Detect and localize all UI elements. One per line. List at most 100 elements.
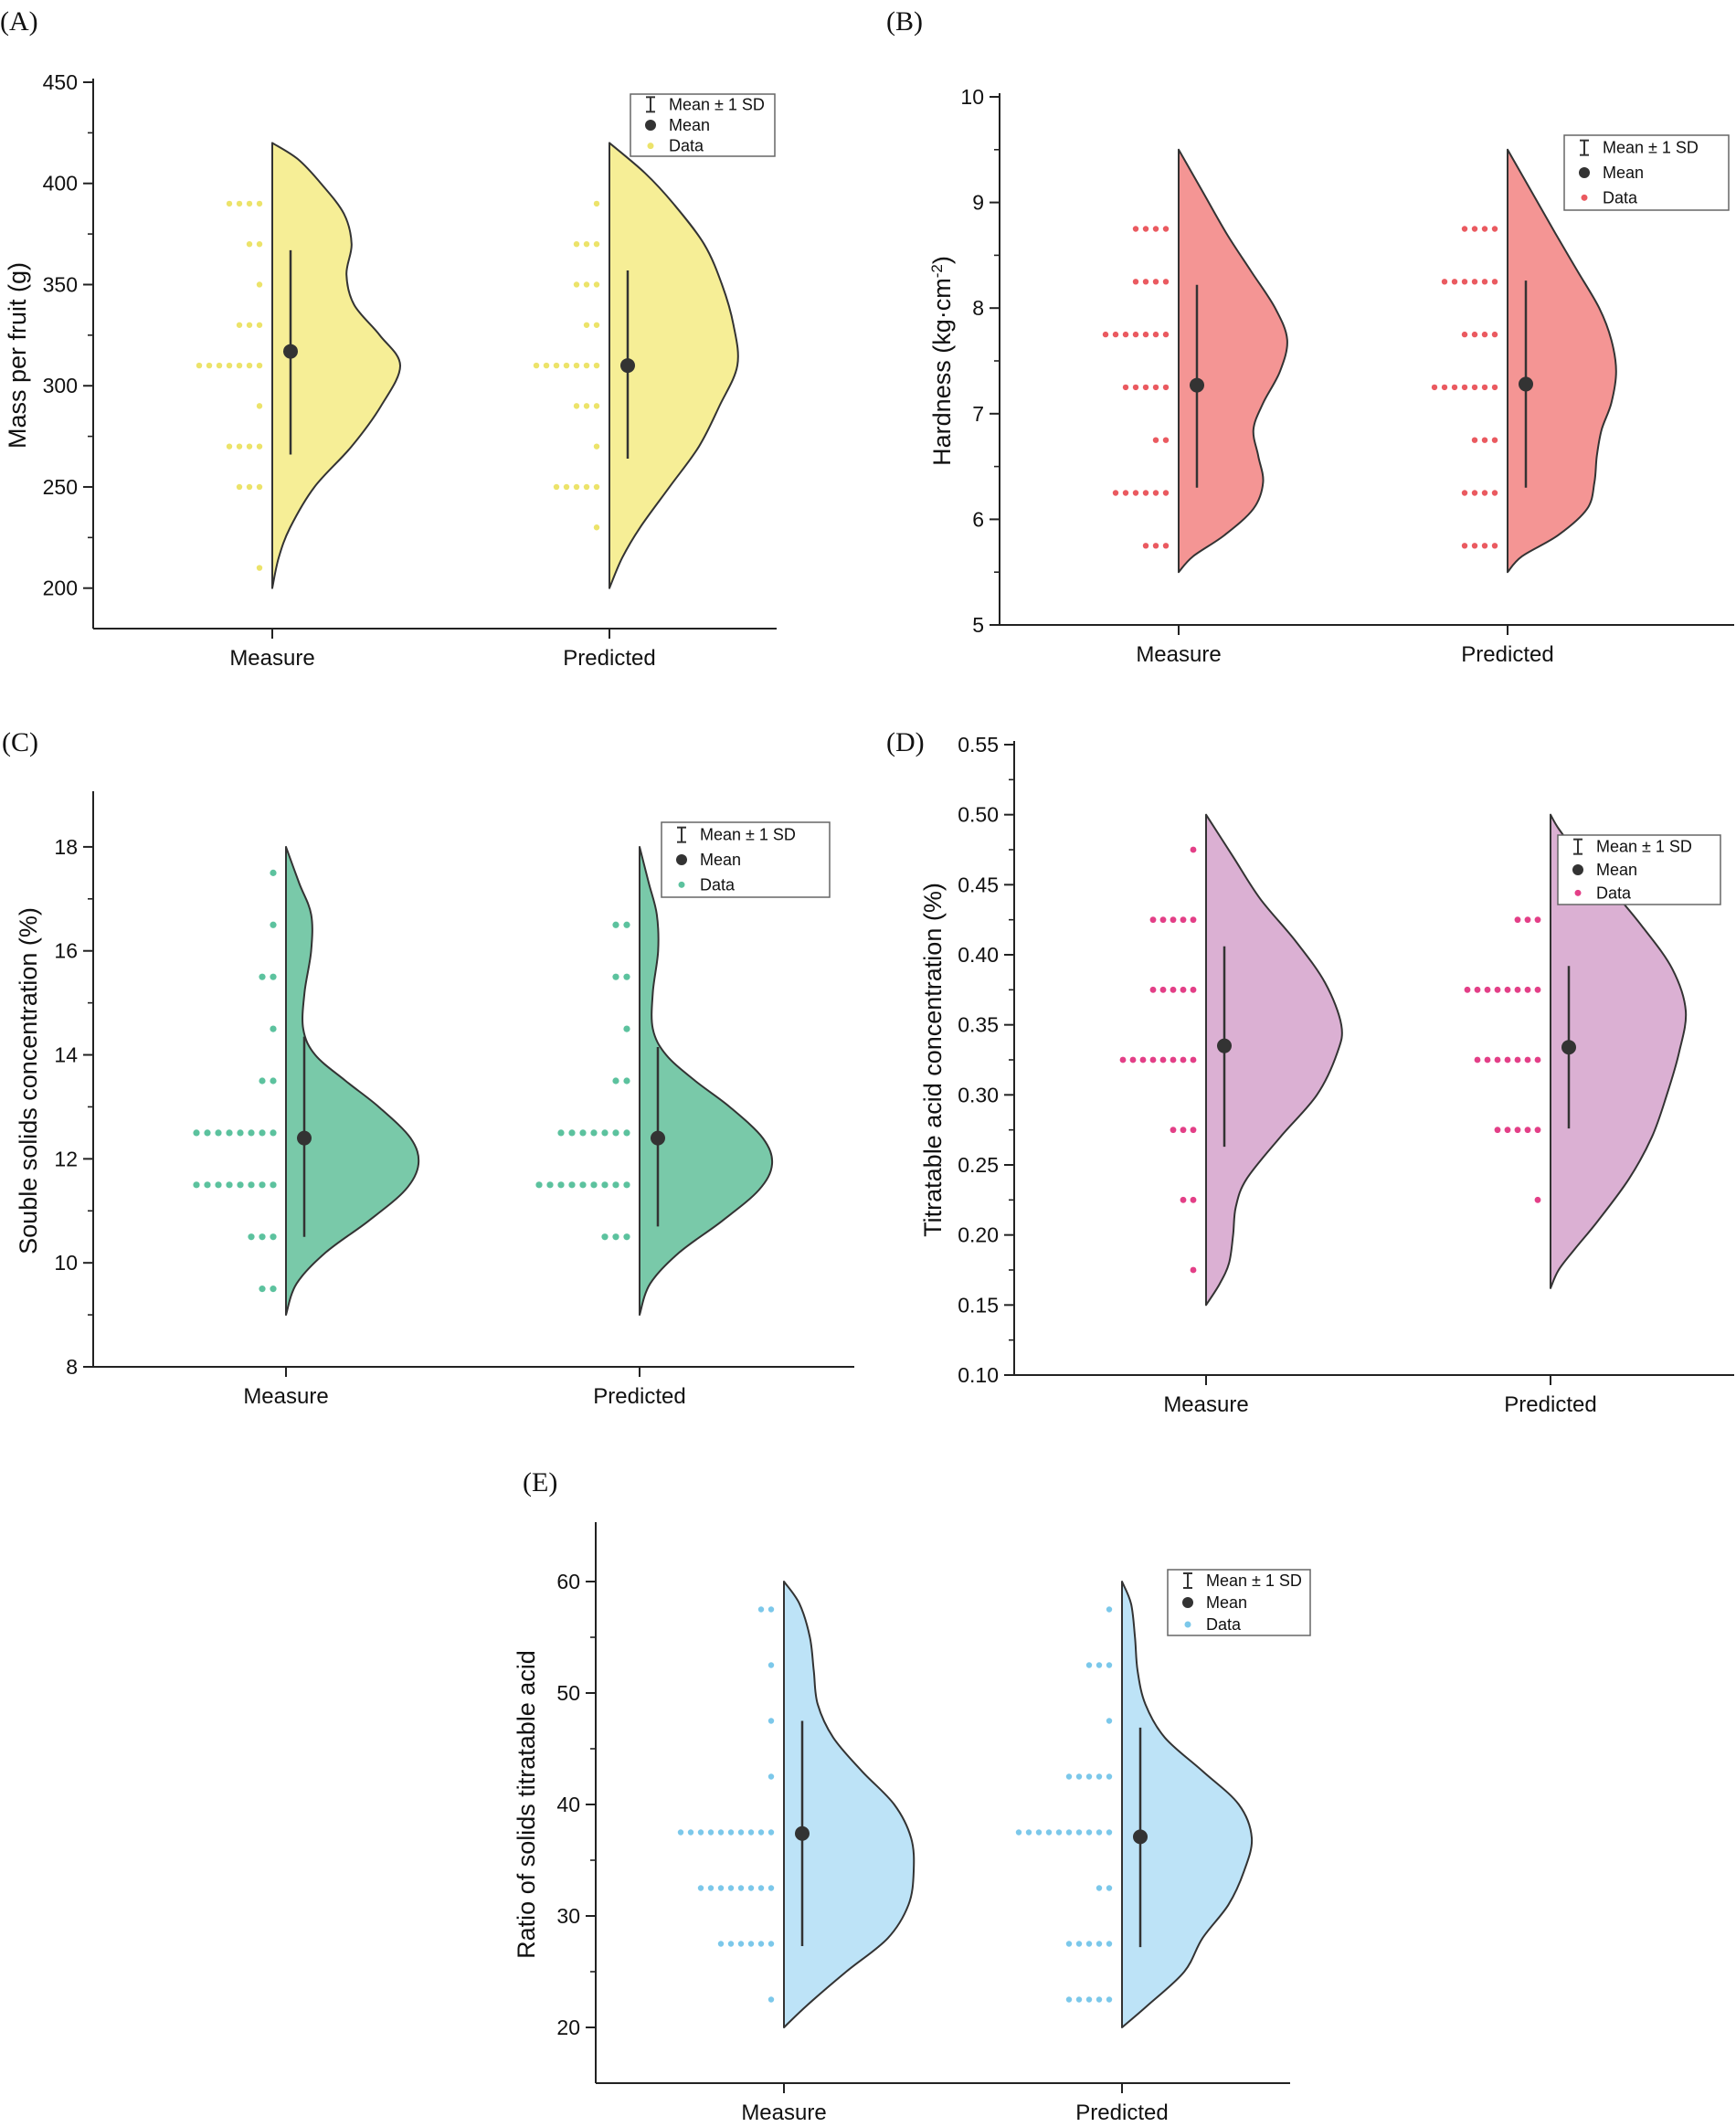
y-tick-label: 200 xyxy=(43,577,78,600)
x-tick-label: Measure xyxy=(741,2101,826,2125)
data-point xyxy=(256,565,263,571)
violin-shape xyxy=(1121,1581,1254,2028)
data-point xyxy=(1106,1885,1113,1891)
y-tick-label: 8 xyxy=(66,1355,78,1379)
chart-panel-d: (D) 0.10 0.15 0.20 0.25 0.30 0.35 0.40 0.45 0.50 0… xyxy=(886,727,1734,1417)
chart-panel-a: (A) 200 250 300 350 400 450 Mass per fruit (g) M… xyxy=(0,6,777,671)
legend: Mean ± 1 SD Mean Data xyxy=(1167,1569,1311,1636)
data-point xyxy=(259,973,266,980)
series-measure: Measure xyxy=(196,142,402,671)
data-point xyxy=(246,443,253,450)
data-point xyxy=(601,1233,609,1241)
data-point xyxy=(1122,331,1129,338)
data-point xyxy=(246,200,253,207)
y-tick-label: 18 xyxy=(54,835,78,859)
data-point xyxy=(1132,279,1139,285)
data-point xyxy=(1170,1127,1177,1134)
y-tick-label: 0.50 xyxy=(958,803,999,827)
y-tick-label: 0.20 xyxy=(958,1223,999,1247)
data-point xyxy=(573,403,580,409)
data-point xyxy=(623,1025,630,1032)
data-point xyxy=(1190,1056,1197,1064)
y-axis-label: Titratable acid concentration (%) xyxy=(919,883,947,1237)
data-point xyxy=(256,322,263,328)
y-tick-label: 10 xyxy=(960,85,984,109)
data-point xyxy=(1162,437,1170,443)
violin-shape xyxy=(1507,148,1617,574)
data-point xyxy=(583,362,590,369)
data-point xyxy=(1534,916,1541,924)
violin-shape xyxy=(1178,148,1288,574)
mean-point xyxy=(1133,1829,1148,1845)
legend-label: Data xyxy=(1603,188,1638,206)
data-point xyxy=(583,281,590,288)
data-point xyxy=(1514,916,1521,924)
data-point xyxy=(1441,384,1448,391)
y-axis-label-end: ) xyxy=(928,256,956,264)
legend-mean-icon xyxy=(1572,864,1583,875)
data-point xyxy=(1461,490,1468,496)
data-point xyxy=(1132,331,1139,338)
data-point xyxy=(1471,279,1478,285)
data-point xyxy=(246,240,253,248)
data-point xyxy=(1162,279,1170,285)
violin-shape xyxy=(783,1581,916,2028)
data-point xyxy=(1106,1606,1113,1613)
data-point xyxy=(1170,916,1177,924)
data-point xyxy=(583,240,590,248)
data-point xyxy=(593,281,600,288)
data-point xyxy=(612,921,619,928)
series-predicted: Predicted xyxy=(533,142,739,671)
data-point xyxy=(246,362,253,369)
data-point xyxy=(236,362,243,369)
data-point xyxy=(1484,986,1491,993)
data-point xyxy=(1481,384,1488,391)
data-point xyxy=(1441,279,1448,285)
data-point xyxy=(1142,279,1149,285)
legend-label: Mean ± 1 SD xyxy=(669,95,765,113)
legend-data-icon xyxy=(1184,1621,1191,1628)
mean-point xyxy=(283,344,298,359)
data-point xyxy=(1481,279,1488,285)
panel-label: (B) xyxy=(886,6,923,37)
data-point xyxy=(1065,1773,1073,1780)
data-point xyxy=(1075,1996,1083,2003)
data-point xyxy=(1494,1056,1501,1064)
data-point xyxy=(535,1181,543,1189)
data-point xyxy=(1504,1127,1511,1134)
data-point xyxy=(563,362,570,369)
data-point xyxy=(1190,916,1197,924)
legend-box xyxy=(1563,134,1730,211)
data-point xyxy=(237,1129,244,1137)
data-point xyxy=(1142,226,1149,232)
y-tick-label: 20 xyxy=(556,2016,580,2039)
y-tick-label: 8 xyxy=(972,296,984,320)
data-point xyxy=(1106,1662,1113,1668)
data-point xyxy=(573,483,580,491)
legend: Mean ± 1 SD Mean Data xyxy=(661,821,831,898)
data-point xyxy=(568,1129,576,1137)
data-point xyxy=(226,1129,233,1137)
series-measure: Measure xyxy=(193,845,420,1409)
data-point xyxy=(1494,1127,1501,1134)
legend-box xyxy=(1557,834,1721,905)
data-point xyxy=(557,1129,565,1137)
data-point xyxy=(256,240,263,248)
data-point xyxy=(1152,384,1159,391)
legend-mean-icon xyxy=(1182,1597,1193,1608)
data-point xyxy=(1514,1127,1521,1134)
data-point xyxy=(270,1077,277,1085)
data-point xyxy=(1025,1829,1032,1836)
data-point xyxy=(579,1181,587,1189)
data-point xyxy=(1481,543,1488,549)
data-point xyxy=(270,973,277,980)
legend-data-icon xyxy=(678,881,685,888)
data-point xyxy=(1106,1773,1113,1780)
y-tick-label: 9 xyxy=(972,191,984,215)
y-tick-label: 400 xyxy=(43,172,78,196)
data-point xyxy=(543,362,550,369)
data-point xyxy=(612,1077,619,1085)
data-point xyxy=(1491,226,1498,232)
data-point xyxy=(1149,986,1157,993)
data-point xyxy=(1504,986,1511,993)
